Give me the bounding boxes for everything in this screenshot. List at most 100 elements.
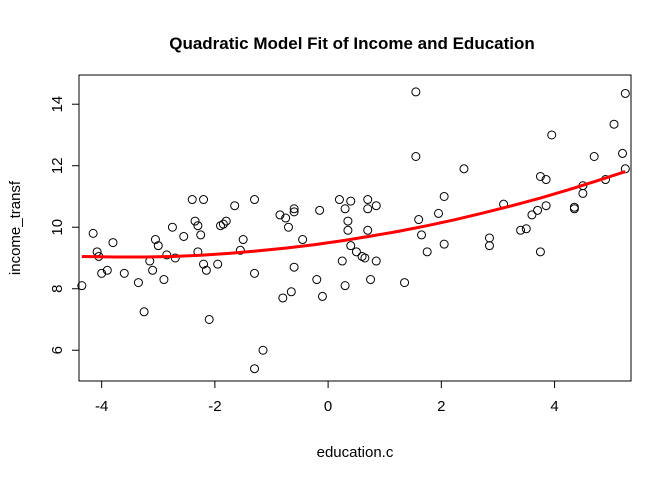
data-point [340, 281, 350, 291]
data-point [139, 307, 149, 317]
data-point [170, 253, 180, 263]
data-point [148, 265, 158, 275]
data-point [363, 225, 373, 235]
data-point [108, 238, 118, 248]
data-point [298, 235, 308, 245]
data-point [340, 204, 350, 214]
data-point [221, 216, 231, 226]
x-tick-label: -2 [208, 398, 221, 415]
data-point [250, 268, 260, 278]
data-point [363, 204, 373, 214]
data-point [193, 221, 203, 231]
data-point [521, 224, 531, 234]
data-point [334, 195, 344, 205]
data-point [360, 253, 370, 263]
data-point [77, 281, 87, 291]
data-point [609, 119, 619, 129]
x-axis-label: education.c [317, 444, 394, 461]
data-point [235, 245, 245, 255]
chart-title: Quadratic Model Fit of Income and Educat… [169, 34, 535, 53]
data-point [312, 275, 322, 285]
data-point [414, 215, 424, 225]
data-point [434, 208, 444, 218]
data-point [422, 247, 432, 257]
data-point [289, 204, 299, 214]
data-point [317, 291, 327, 301]
data-point [167, 222, 177, 232]
data-point [589, 152, 599, 161]
data-point [371, 256, 381, 266]
y-tick-label: 12 [49, 157, 66, 174]
data-point [484, 233, 494, 243]
data-point [196, 230, 206, 240]
data-point [351, 247, 361, 257]
data-point [258, 345, 268, 355]
data-point [618, 148, 628, 158]
data-points [77, 87, 630, 374]
data-point [411, 87, 421, 97]
data-point [541, 201, 551, 211]
x-axis: -4 -2 0 2 4 [95, 380, 559, 415]
data-point [535, 247, 545, 257]
data-point [187, 195, 197, 205]
data-point [250, 364, 260, 374]
data-point [218, 219, 228, 229]
data-point [230, 201, 240, 211]
data-point [153, 241, 163, 251]
data-point [92, 247, 102, 257]
data-point [439, 239, 449, 249]
data-point [204, 314, 214, 324]
data-point [541, 175, 551, 185]
data-point [133, 278, 143, 288]
data-point [533, 205, 543, 215]
x-tick-label: 4 [550, 398, 558, 415]
data-point [439, 191, 449, 201]
data-point [363, 195, 373, 205]
data-point [102, 265, 112, 275]
data-point [150, 235, 160, 245]
data-point [459, 164, 469, 174]
data-point [484, 241, 494, 251]
data-point [411, 152, 421, 161]
data-point [286, 287, 296, 297]
data-point [569, 204, 579, 214]
quadratic-fit-line [81, 170, 626, 259]
data-point [527, 210, 537, 220]
data-point [275, 210, 285, 220]
data-point [97, 268, 107, 278]
data-point [179, 231, 189, 241]
y-axis: 6 8 10 12 14 [49, 96, 80, 354]
data-point [346, 196, 356, 206]
data-point [162, 250, 172, 260]
data-point [250, 195, 260, 205]
data-point [620, 88, 630, 98]
data-point [337, 256, 347, 266]
data-point [281, 213, 291, 223]
y-tick-label: 8 [49, 285, 66, 293]
data-point [400, 278, 410, 288]
data-point [535, 171, 545, 181]
data-point [289, 262, 299, 272]
data-point [159, 275, 169, 285]
data-point [315, 205, 325, 215]
data-point [371, 201, 381, 211]
data-point [119, 268, 129, 278]
y-axis-label: income_transf [7, 180, 24, 275]
data-point [283, 222, 293, 232]
y-tick-label: 6 [49, 346, 66, 354]
data-point [366, 275, 376, 285]
data-point [190, 216, 200, 226]
data-point [201, 265, 211, 275]
data-point [346, 241, 356, 251]
data-point [578, 188, 588, 198]
data-point [199, 195, 209, 205]
data-point [238, 235, 248, 245]
data-point [417, 230, 427, 240]
x-tick-label: -4 [95, 398, 108, 415]
data-point [516, 225, 526, 235]
data-point [278, 293, 288, 303]
y-tick-label: 10 [49, 219, 66, 236]
data-point [289, 207, 299, 217]
data-point [343, 216, 353, 226]
